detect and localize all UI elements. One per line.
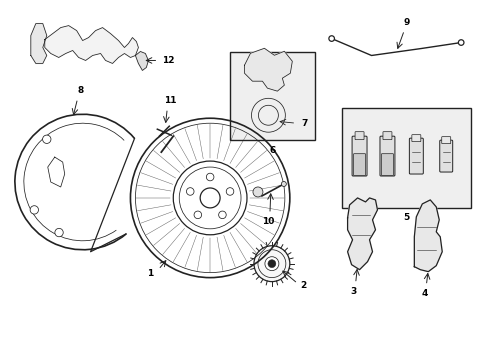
Text: 3: 3 bbox=[350, 287, 357, 296]
FancyBboxPatch shape bbox=[352, 136, 367, 176]
Circle shape bbox=[43, 135, 51, 143]
FancyBboxPatch shape bbox=[412, 135, 421, 141]
Circle shape bbox=[268, 260, 276, 268]
Polygon shape bbox=[31, 24, 47, 63]
Text: 10: 10 bbox=[262, 217, 274, 226]
Circle shape bbox=[281, 181, 286, 186]
Text: 2: 2 bbox=[301, 281, 307, 290]
Circle shape bbox=[329, 36, 335, 41]
Circle shape bbox=[458, 40, 464, 45]
Text: 6: 6 bbox=[270, 145, 275, 154]
Circle shape bbox=[187, 188, 194, 195]
Text: 4: 4 bbox=[421, 289, 427, 298]
Text: 11: 11 bbox=[164, 96, 176, 105]
Circle shape bbox=[253, 187, 263, 197]
Bar bbox=[230, 53, 315, 140]
FancyBboxPatch shape bbox=[354, 154, 366, 176]
Polygon shape bbox=[45, 26, 138, 63]
FancyBboxPatch shape bbox=[440, 140, 453, 172]
Polygon shape bbox=[347, 198, 377, 270]
FancyBboxPatch shape bbox=[355, 132, 364, 140]
FancyBboxPatch shape bbox=[409, 138, 423, 174]
FancyBboxPatch shape bbox=[380, 136, 395, 176]
Text: 12: 12 bbox=[162, 56, 174, 65]
FancyBboxPatch shape bbox=[383, 132, 392, 140]
Circle shape bbox=[206, 173, 214, 181]
Bar bbox=[342, 108, 471, 208]
Text: 7: 7 bbox=[301, 119, 307, 128]
Circle shape bbox=[254, 246, 290, 282]
FancyBboxPatch shape bbox=[382, 154, 393, 176]
Polygon shape bbox=[245, 48, 293, 91]
Circle shape bbox=[219, 211, 226, 219]
Polygon shape bbox=[135, 51, 148, 71]
Circle shape bbox=[194, 211, 201, 219]
Polygon shape bbox=[415, 200, 442, 272]
FancyBboxPatch shape bbox=[442, 137, 451, 144]
Circle shape bbox=[265, 257, 279, 271]
Text: 8: 8 bbox=[77, 86, 84, 95]
Circle shape bbox=[30, 206, 39, 214]
Text: 1: 1 bbox=[147, 269, 153, 278]
Circle shape bbox=[55, 228, 63, 237]
Circle shape bbox=[226, 188, 234, 195]
Text: 9: 9 bbox=[403, 18, 410, 27]
Circle shape bbox=[200, 188, 220, 208]
Text: 5: 5 bbox=[403, 213, 410, 222]
